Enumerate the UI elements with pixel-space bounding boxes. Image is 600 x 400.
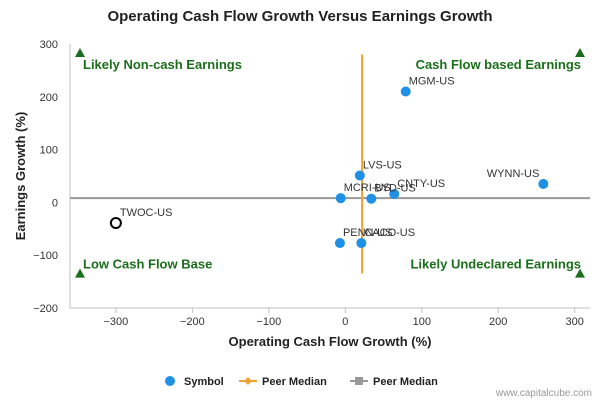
point-label: CNTY-US bbox=[397, 178, 445, 190]
x-tick-label: 300 bbox=[566, 316, 584, 328]
y-tick-label: 100 bbox=[40, 145, 58, 157]
point-label: BYD-US bbox=[374, 183, 416, 195]
data-point bbox=[400, 86, 411, 97]
point-label: LVS-US bbox=[363, 159, 402, 171]
point-label: PENN-US bbox=[343, 227, 393, 239]
legend-label: Symbol bbox=[184, 376, 224, 388]
legend-symbol-marker bbox=[165, 376, 175, 386]
legend-label: Peer Median bbox=[373, 376, 438, 388]
plot-area: −300 −200 −100 0 100 200 300 −200 −100 0 100 200 300… bbox=[33, 39, 590, 328]
y-axis-title: Earnings Growth (%) bbox=[13, 112, 28, 241]
data-point bbox=[356, 238, 367, 249]
quadrant-label-top-right: Cash Flow based Earnings bbox=[416, 57, 581, 72]
highlight-point bbox=[109, 216, 122, 229]
data-point bbox=[389, 188, 400, 199]
quadrant-marker-top-right bbox=[575, 48, 585, 57]
point-label: WYNN-US bbox=[487, 168, 540, 180]
highlight-point-label: TWOC-US bbox=[120, 207, 173, 219]
point-label: CACO-US bbox=[364, 227, 415, 239]
credit-text: www.capitalcube.com bbox=[495, 388, 592, 399]
point-label: MCRI-US bbox=[344, 182, 391, 194]
quadrant-label-bottom-left: Low Cash Flow Base bbox=[83, 257, 212, 272]
y-tick-label: 300 bbox=[40, 39, 58, 51]
chart-title: Operating Cash Flow Growth Versus Earnin… bbox=[107, 8, 492, 25]
data-point bbox=[334, 238, 345, 249]
legend-diamond-marker bbox=[244, 377, 252, 385]
data-point bbox=[335, 193, 346, 204]
x-tick-label: −300 bbox=[103, 316, 128, 328]
x-tick-label: 0 bbox=[342, 316, 348, 328]
legend: Symbol Peer Median Peer Median bbox=[165, 376, 438, 388]
y-tick-label: −200 bbox=[33, 303, 58, 315]
quadrant-label-top-left: Likely Non-cash Earnings bbox=[83, 57, 242, 72]
data-point bbox=[538, 178, 549, 189]
legend-square-marker bbox=[355, 377, 363, 385]
point-label: MGM-US bbox=[409, 76, 455, 88]
x-tick-label: 200 bbox=[489, 316, 507, 328]
quadrant-marker-top-left bbox=[75, 48, 85, 57]
x-axis-title: Operating Cash Flow Growth (%) bbox=[229, 334, 432, 349]
x-tick-label: 100 bbox=[413, 316, 431, 328]
y-tick-label: 0 bbox=[52, 197, 58, 209]
quadrant-marker-bottom-left bbox=[75, 268, 85, 278]
quadrant-marker-bottom-right bbox=[575, 268, 585, 278]
x-tick-label: −200 bbox=[180, 316, 205, 328]
quadrant-label-bottom-right: Likely Undeclared Earnings bbox=[410, 257, 581, 272]
x-tick-label: −100 bbox=[256, 316, 281, 328]
data-point bbox=[366, 193, 377, 204]
y-tick-label: 200 bbox=[40, 92, 58, 104]
legend-label: Peer Median bbox=[262, 376, 327, 388]
y-tick-label: −100 bbox=[33, 250, 58, 262]
data-point bbox=[354, 170, 365, 181]
